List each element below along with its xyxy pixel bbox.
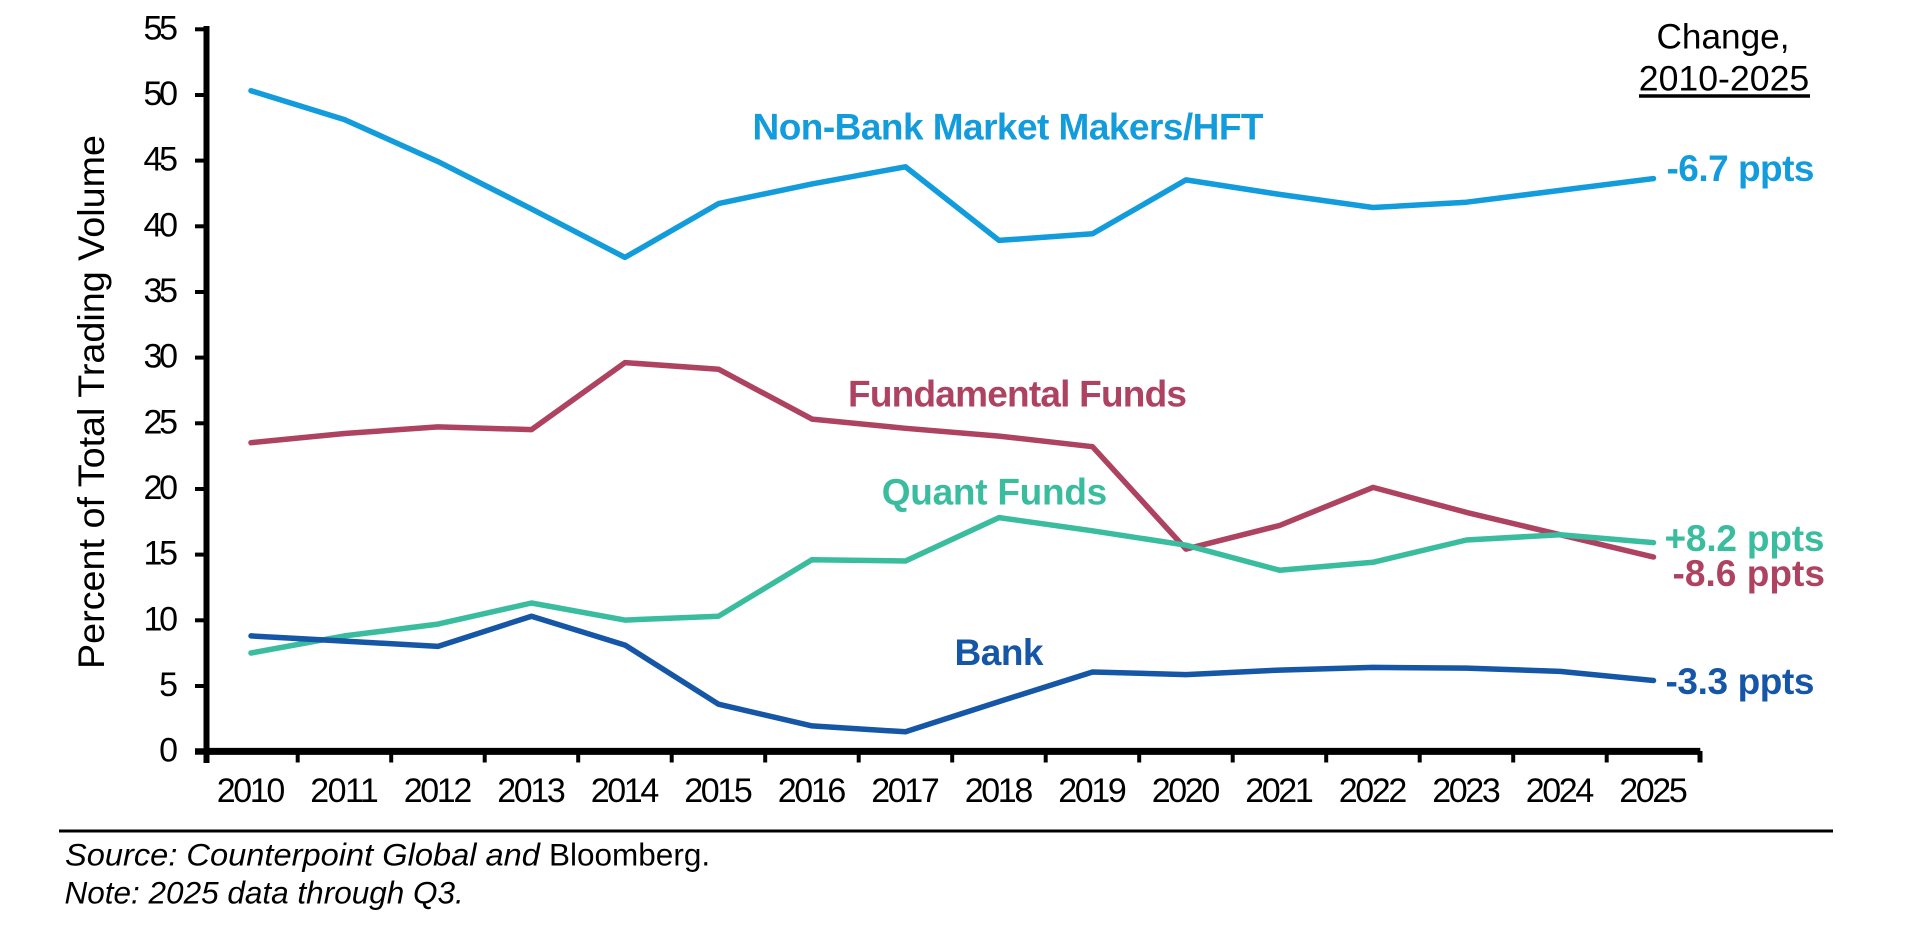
- svg-text:50: 50: [144, 75, 179, 113]
- svg-text:25: 25: [144, 403, 179, 441]
- svg-text:2016: 2016: [778, 772, 847, 810]
- svg-text:2022: 2022: [1339, 772, 1408, 810]
- svg-text:2024: 2024: [1526, 772, 1595, 810]
- svg-text:10: 10: [144, 600, 179, 638]
- svg-text:2011: 2011: [310, 772, 379, 810]
- svg-text:-8.6 ppts: -8.6 ppts: [1673, 553, 1826, 594]
- svg-text:30: 30: [144, 338, 179, 376]
- svg-text:35: 35: [144, 272, 179, 310]
- svg-text:-6.7 ppts: -6.7 ppts: [1667, 148, 1815, 189]
- svg-text:Quant Funds: Quant Funds: [882, 472, 1108, 513]
- svg-text:2019: 2019: [1058, 772, 1127, 810]
- svg-text:2014: 2014: [591, 772, 660, 810]
- svg-text:20: 20: [144, 469, 179, 507]
- svg-text:Fundamental Funds: Fundamental Funds: [848, 374, 1187, 415]
- svg-text:Note: 2025 data through Q3.: Note: 2025 data through Q3.: [65, 875, 464, 911]
- svg-text:45: 45: [144, 141, 179, 179]
- svg-text:0: 0: [159, 732, 178, 770]
- svg-text:Source: Counterpoint Global an: Source: Counterpoint Global and Bloomber…: [65, 837, 710, 873]
- svg-text:2020: 2020: [1152, 772, 1221, 810]
- svg-text:2018: 2018: [965, 772, 1034, 810]
- svg-text:55: 55: [144, 9, 179, 47]
- svg-text:Percent of Total Trading Volum: Percent of Total Trading Volume: [71, 135, 112, 669]
- svg-text:Bank: Bank: [955, 632, 1044, 673]
- svg-text:+8.2 ppts: +8.2 ppts: [1665, 518, 1825, 559]
- svg-text:2023: 2023: [1432, 772, 1501, 810]
- svg-text:15: 15: [144, 535, 179, 573]
- svg-text:2025: 2025: [1619, 772, 1688, 810]
- svg-text:2015: 2015: [684, 772, 753, 810]
- svg-text:2012: 2012: [404, 772, 473, 810]
- svg-text:2021: 2021: [1245, 772, 1314, 810]
- svg-text:5: 5: [159, 666, 178, 704]
- svg-text:Change,: Change,: [1657, 18, 1790, 57]
- svg-text:-3.3 ppts: -3.3 ppts: [1666, 661, 1815, 702]
- svg-text:40: 40: [144, 206, 179, 244]
- svg-text:2010: 2010: [217, 772, 286, 810]
- svg-text:Non-Bank Market Makers/HFT: Non-Bank Market Makers/HFT: [753, 107, 1264, 148]
- svg-text:2010-2025: 2010-2025: [1639, 60, 1810, 99]
- svg-text:2017: 2017: [871, 772, 940, 810]
- svg-text:2013: 2013: [497, 772, 566, 810]
